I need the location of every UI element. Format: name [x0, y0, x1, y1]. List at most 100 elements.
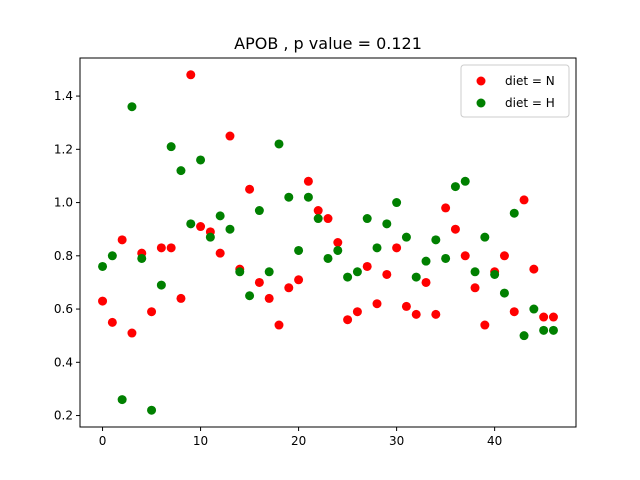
data-point-series-1	[362, 214, 372, 224]
data-point-series-0	[117, 235, 127, 245]
data-point-series-1	[245, 291, 255, 301]
legend-box	[460, 64, 570, 118]
data-point-series-1	[352, 267, 362, 277]
data-point-series-0	[421, 277, 431, 287]
data-point-series-0	[147, 307, 157, 317]
data-point-series-0	[343, 315, 353, 325]
data-point-series-1	[147, 405, 157, 415]
data-point-series-1	[529, 304, 539, 314]
axes-frame	[79, 57, 577, 428]
data-point-series-0	[362, 261, 372, 271]
data-point-series-1	[509, 208, 519, 218]
data-point-series-1	[548, 325, 558, 335]
data-point-series-0	[333, 238, 343, 247]
data-point-series-1	[539, 325, 549, 335]
data-point-series-1	[254, 206, 264, 216]
data-point-series-0	[274, 320, 284, 330]
data-point-series-1	[441, 253, 451, 263]
legend-label: diet = N	[505, 74, 555, 88]
data-point-series-0	[323, 214, 333, 224]
data-point-series-0	[294, 275, 304, 285]
data-point-series-0	[480, 320, 490, 330]
data-point-series-0	[186, 70, 196, 80]
data-point-series-1	[166, 142, 176, 152]
data-point-series-1	[235, 267, 245, 277]
data-point-series-1	[117, 395, 127, 405]
data-point-series-0	[176, 293, 186, 303]
data-point-series-1	[382, 219, 392, 229]
x-tick-label: 20	[291, 434, 306, 448]
data-point-series-1	[107, 251, 117, 261]
data-point-series-0	[215, 248, 225, 258]
data-point-series-0	[352, 307, 362, 317]
data-point-series-1	[499, 288, 509, 298]
y-axis: 0.2 0.4 0.6 0.8 1.0 1.2 1.4	[54, 89, 80, 423]
data-point-series-0	[166, 243, 176, 253]
data-point-series-1	[98, 261, 108, 271]
data-point-series-0	[441, 203, 451, 213]
data-point-series-0	[529, 264, 539, 274]
data-point-series-1	[284, 192, 294, 202]
data-point-series-0	[539, 312, 549, 322]
chart-title: APOB , p value = 0.121	[234, 34, 422, 53]
data-point-series-1	[205, 232, 215, 242]
data-point-series-0	[392, 243, 402, 253]
data-point-series-0	[431, 309, 441, 319]
data-point-series-1	[421, 256, 431, 266]
data-point-series-0	[264, 293, 274, 303]
data-point-series-1	[411, 272, 421, 282]
data-point-series-0	[107, 317, 117, 327]
data-point-series-0	[313, 206, 323, 216]
data-point-series-1	[343, 272, 353, 282]
data-point-series-1	[333, 245, 343, 255]
data-point-series-0	[519, 195, 529, 205]
y-tick-label: 1.4	[54, 89, 73, 103]
legend-label: diet = H	[505, 96, 555, 110]
y-tick-label: 0.2	[54, 409, 73, 423]
data-point-series-0	[196, 222, 206, 232]
data-point-series-0	[499, 251, 509, 261]
data-point-series-1	[215, 211, 225, 221]
data-point-series-1	[470, 267, 480, 277]
x-tick-label: 30	[389, 434, 404, 448]
data-point-series-0	[548, 312, 558, 322]
data-point-series-1	[519, 331, 529, 341]
y-tick-label: 0.8	[54, 249, 73, 263]
x-tick-label: 10	[193, 434, 208, 448]
data-point-series-1	[313, 214, 323, 224]
data-point-series-0	[225, 131, 235, 141]
data-point-series-1	[294, 245, 304, 255]
data-point-series-1	[196, 155, 206, 165]
data-point-series-0	[303, 176, 313, 186]
y-tick-label: 1.2	[54, 142, 73, 156]
y-tick-label: 1.0	[54, 196, 73, 210]
data-point-series-0	[450, 224, 460, 234]
data-point-series-0	[460, 251, 470, 261]
plot-area	[98, 70, 558, 415]
data-point-series-1	[264, 267, 274, 277]
data-point-series-0	[401, 301, 411, 311]
legend-marker	[476, 98, 486, 108]
x-axis: 0 10 20 30 40	[99, 427, 502, 448]
data-point-series-1	[401, 232, 411, 242]
data-point-series-1	[490, 269, 500, 279]
y-tick-label: 0.4	[54, 355, 73, 369]
data-point-series-0	[284, 283, 294, 293]
data-point-series-1	[176, 166, 186, 176]
data-point-series-0	[98, 296, 108, 306]
data-point-series-1	[127, 102, 137, 112]
data-point-series-1	[450, 182, 460, 192]
data-point-series-1	[431, 235, 441, 245]
legend: diet = N diet = H	[460, 64, 570, 118]
data-point-series-0	[382, 269, 392, 279]
data-point-series-1	[323, 253, 333, 263]
data-point-series-1	[460, 176, 470, 186]
data-point-series-0	[127, 328, 137, 338]
data-point-series-1	[186, 219, 196, 229]
data-point-series-0	[254, 277, 264, 287]
data-point-series-1	[225, 224, 235, 234]
data-point-series-1	[372, 243, 382, 253]
data-point-series-0	[372, 299, 382, 309]
data-point-series-0	[156, 243, 166, 253]
